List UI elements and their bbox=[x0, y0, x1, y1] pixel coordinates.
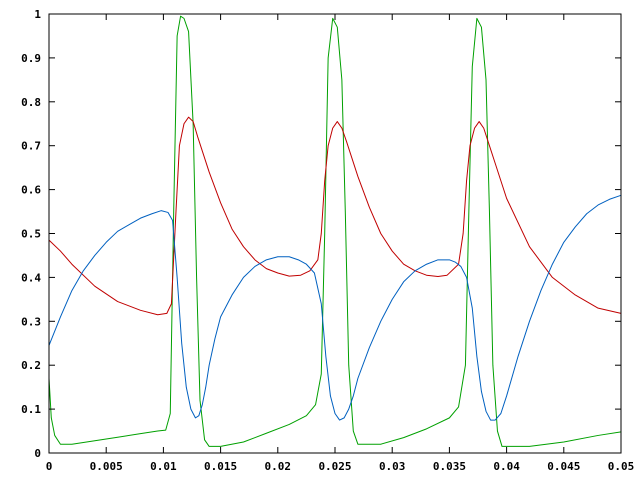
x-tick-label: 0.005 bbox=[90, 460, 123, 473]
x-tick-label: 0.025 bbox=[318, 460, 351, 473]
x-tick-label: 0.03 bbox=[379, 460, 406, 473]
y-tick-label: 0.3 bbox=[21, 315, 41, 328]
series-layer bbox=[48, 15, 622, 447]
y-tick-label: 0.9 bbox=[21, 52, 41, 65]
y-tick-label: 0.5 bbox=[21, 228, 41, 241]
y-tick-label: 1 bbox=[34, 8, 41, 21]
series-line-3 bbox=[48, 194, 622, 421]
x-tick-label: 0.045 bbox=[547, 460, 580, 473]
x-tick-label: 0.01 bbox=[150, 460, 177, 473]
y-tick-label: 0.1 bbox=[21, 403, 41, 416]
x-tick-label: 0.015 bbox=[204, 460, 237, 473]
y-tick-label: 0.2 bbox=[21, 359, 41, 372]
y-tick-label: 0.7 bbox=[21, 140, 41, 153]
y-tick-label: 0.6 bbox=[21, 184, 41, 197]
plot-frame bbox=[48, 13, 622, 454]
series-line-1 bbox=[48, 15, 622, 447]
x-tick-label: 0.035 bbox=[433, 460, 466, 473]
y-tick-label: 0.8 bbox=[21, 96, 41, 109]
y-tick-label: 0 bbox=[34, 447, 41, 460]
x-tick-label: 0.05 bbox=[608, 460, 635, 473]
series-line-2 bbox=[48, 116, 622, 316]
x-tick-label: 0 bbox=[46, 460, 53, 473]
y-tick-label: 0.4 bbox=[21, 271, 41, 284]
x-tick-label: 0.04 bbox=[493, 460, 520, 473]
x-tick-label: 0.02 bbox=[265, 460, 292, 473]
axes: 0 0.005 0.01 0.015 0.02 0.025 0.03 0.035 0.04 0.0… bbox=[21, 8, 634, 473]
